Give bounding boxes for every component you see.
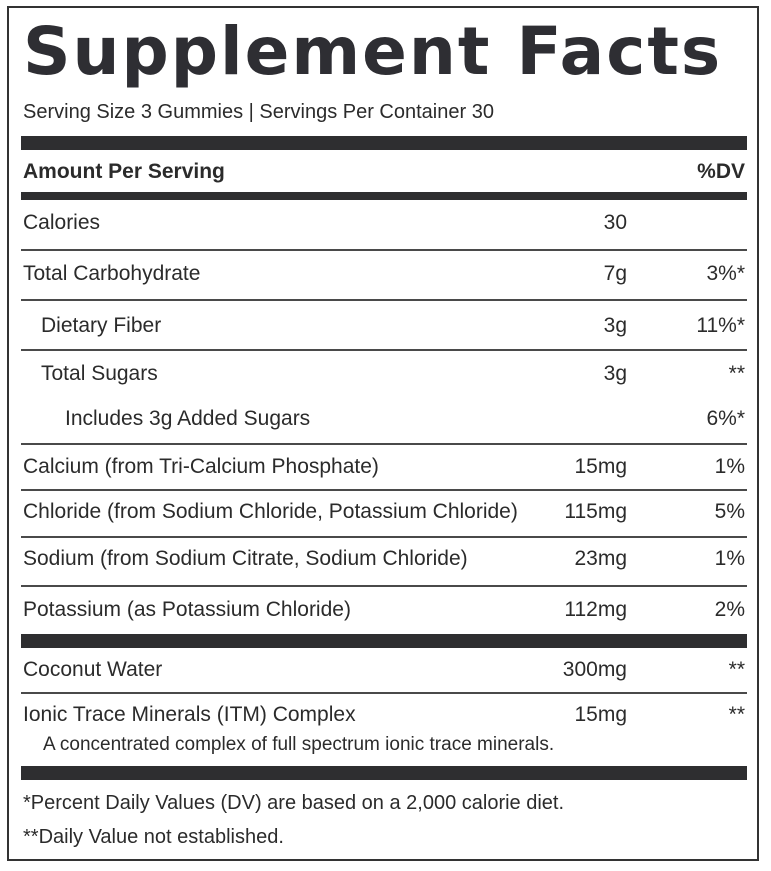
nutrient-label: Dietary Fiber (41, 314, 162, 337)
ingredient-row-itm-complex: Ionic Trace Minerals (ITM) Complex 15mg … (9, 700, 757, 730)
nutrient-row-added-sugars: Includes 3g Added Sugars 6%* (9, 404, 757, 434)
ingredient-label: Coconut Water (23, 658, 163, 681)
nutrient-dv: 1% (714, 547, 745, 570)
nutrient-amount: 3g (603, 314, 627, 337)
row-divider (21, 299, 747, 301)
row-divider (21, 249, 747, 251)
nutrient-label: Total Sugars (41, 362, 158, 385)
footnote-not-established: **Daily Value not established. (23, 826, 284, 848)
nutrient-label: Includes 3g Added Sugars (65, 407, 311, 430)
nutrient-dv: 5% (714, 500, 745, 523)
nutrient-dv: 2% (714, 598, 745, 621)
nutrient-label: Calories (23, 211, 101, 234)
nutrient-amount: 115mg (564, 500, 627, 523)
nutrient-amount: 15mg (574, 455, 627, 478)
nutrient-label: Calcium (from Tri-Calcium Phosphate) (23, 455, 379, 478)
column-header-row: Amount Per Serving %DV (9, 157, 757, 187)
row-divider (21, 536, 747, 538)
thick-divider (21, 766, 747, 780)
row-divider (21, 443, 747, 445)
nutrient-dv: 11%* (696, 314, 745, 337)
nutrient-label: Total Carbohydrate (23, 262, 201, 285)
serving-info: Serving Size 3 Gummies | Servings Per Co… (23, 101, 494, 123)
nutrient-label: Potassium (as Potassium Chloride) (23, 598, 351, 621)
amount-per-serving-label: Amount Per Serving (23, 160, 225, 183)
dv-header-label: %DV (697, 160, 745, 183)
row-divider (21, 692, 747, 694)
nutrient-dv: 1% (714, 455, 745, 478)
ingredient-amount: 15mg (574, 703, 627, 726)
ingredient-dv: ** (728, 658, 745, 681)
nutrient-label: Chloride (from Sodium Chloride, Potassiu… (23, 500, 518, 523)
nutrient-row-total-sugars: Total Sugars 3g ** (9, 359, 757, 389)
ingredient-dv: ** (728, 703, 745, 726)
medium-divider (21, 192, 747, 200)
row-divider (21, 349, 747, 351)
nutrient-dv: ** (728, 362, 745, 385)
nutrient-dv: 3%* (706, 262, 745, 285)
nutrient-row-total-carbohydrate: Total Carbohydrate 7g 3%* (9, 259, 757, 289)
thick-divider (21, 136, 747, 150)
thick-divider (21, 634, 747, 648)
nutrient-row-chloride: Chloride (from Sodium Chloride, Potassiu… (9, 497, 757, 527)
nutrient-amount: 30 (603, 211, 627, 234)
supplement-facts-panel: Supplement Facts Serving Size 3 Gummies … (7, 6, 759, 861)
nutrient-label: Sodium (from Sodium Citrate, Sodium Chlo… (23, 547, 468, 570)
ingredient-label: Ionic Trace Minerals (ITM) Complex (23, 703, 356, 726)
ingredient-amount: 300mg (562, 658, 627, 681)
nutrient-row-dietary-fiber: Dietary Fiber 3g 11%* (9, 311, 757, 341)
nutrient-amount: 23mg (574, 547, 627, 570)
nutrient-amount: 3g (603, 362, 627, 385)
nutrient-row-sodium: Sodium (from Sodium Citrate, Sodium Chlo… (9, 544, 757, 574)
nutrient-amount: 7g (603, 262, 627, 285)
footnote-daily-values: *Percent Daily Values (DV) are based on … (23, 792, 565, 814)
row-divider (21, 489, 747, 491)
nutrient-amount: 112mg (564, 598, 627, 621)
nutrient-row-potassium: Potassium (as Potassium Chloride) 112mg … (9, 595, 757, 625)
row-divider (21, 585, 747, 587)
nutrient-row-calcium: Calcium (from Tri-Calcium Phosphate) 15m… (9, 452, 757, 482)
nutrient-dv: 6%* (706, 407, 745, 430)
nutrient-row-calories: Calories 30 (9, 208, 757, 238)
panel-title: Supplement Facts (23, 13, 723, 90)
itm-description: A concentrated complex of full spectrum … (43, 734, 555, 755)
ingredient-row-coconut-water: Coconut Water 300mg ** (9, 655, 757, 685)
